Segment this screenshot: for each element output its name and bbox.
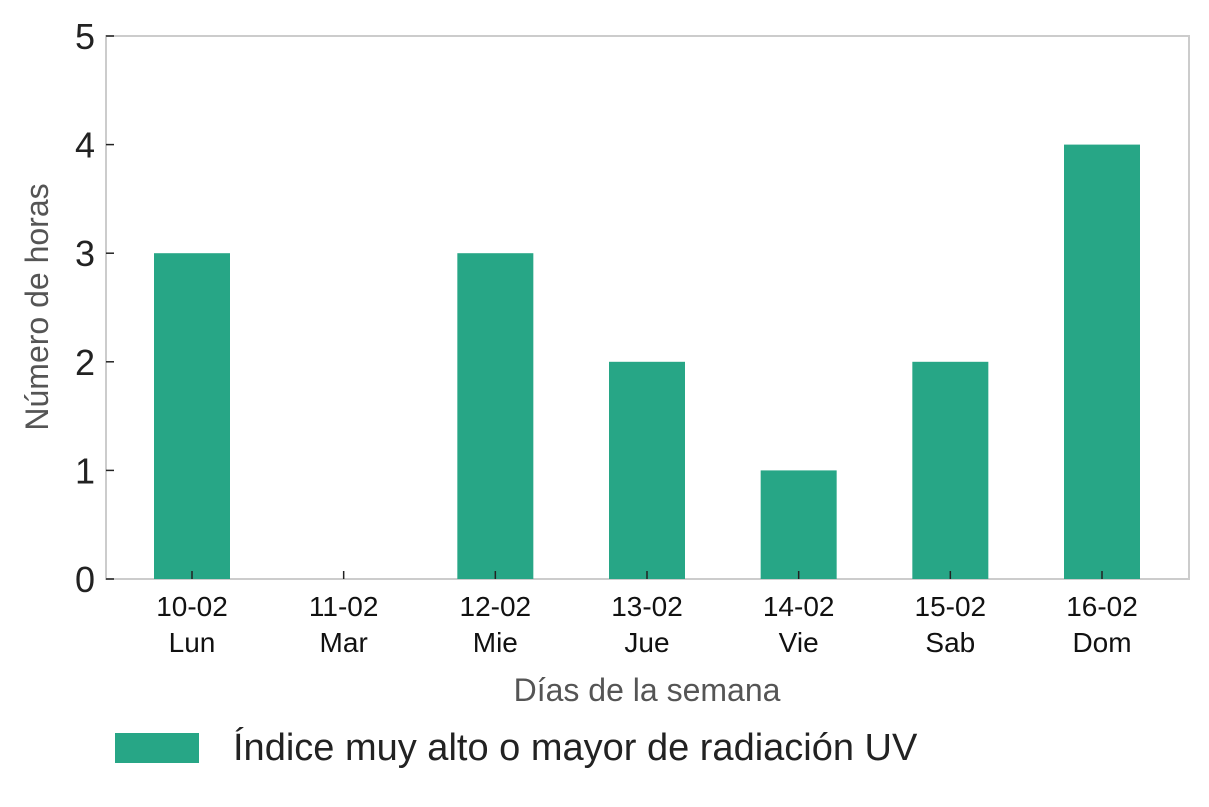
x-tick-label-day: Dom (1072, 627, 1131, 658)
legend: Índice muy alto o mayor de radiación UV (115, 718, 917, 778)
y-tick-label: 1 (75, 450, 95, 491)
bar-14-02 (760, 470, 837, 579)
bar-12-02 (457, 253, 534, 579)
y-tick-label: 2 (75, 342, 95, 383)
y-axis-label: Número de horas (19, 183, 55, 430)
bar-15-02 (912, 361, 989, 579)
legend-label: Índice muy alto o mayor de radiación UV (233, 726, 918, 769)
x-tick-label-date: 11-02 (309, 591, 379, 622)
x-tick-label-date: 10-02 (156, 591, 228, 622)
bar-16-02 (1064, 144, 1140, 579)
y-ticks-group: 0 1 2 3 4 5 (75, 16, 114, 600)
x-tick-label-date: 13-02 (611, 591, 683, 622)
x-tick-label-date: 12-02 (460, 591, 532, 622)
x-axis-label: Días de la semana (514, 672, 781, 708)
bar-10-02 (154, 253, 230, 579)
x-tick-label-day: Lun (169, 627, 216, 658)
x-tick-label-day: Mar (320, 627, 368, 658)
y-tick-label: 3 (75, 233, 95, 274)
y-tick-label: 0 (75, 559, 95, 600)
y-tick-label: 5 (75, 16, 95, 57)
x-tick-label-day: Vie (779, 627, 819, 658)
legend-swatch (115, 733, 199, 763)
x-tick-label-date: 15-02 (915, 591, 987, 622)
x-tick-label-day: Mie (473, 627, 518, 658)
x-tick-label-day: Sab (925, 627, 975, 658)
bar-13-02 (609, 361, 685, 579)
x-tick-label-date: 16-02 (1066, 591, 1138, 622)
x-ticks-group: 10-02 Lun 11-02 Mar 12-02 Mie 13-02 Jue 14-02 Vie… (156, 571, 1138, 658)
x-tick-label-date: 14-02 (763, 591, 835, 622)
y-tick-label: 4 (75, 125, 95, 166)
x-tick-label-day: Jue (624, 627, 669, 658)
bars-group (154, 144, 1140, 579)
